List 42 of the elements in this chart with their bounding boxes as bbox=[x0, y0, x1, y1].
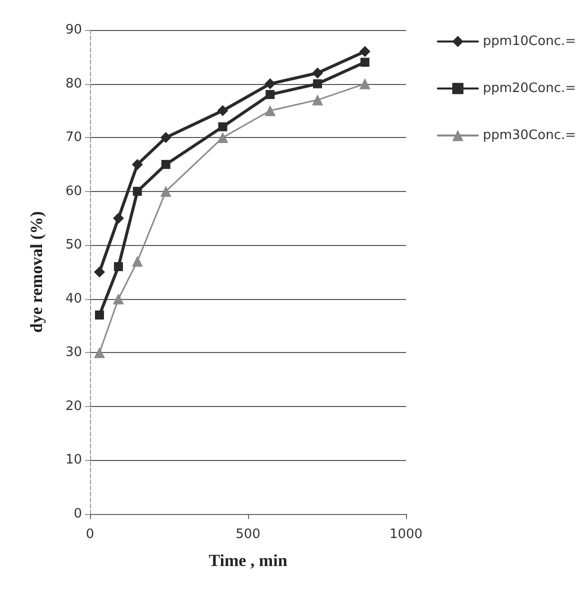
point bbox=[161, 160, 170, 169]
point bbox=[112, 212, 124, 224]
x-axis-title: Time , min bbox=[208, 551, 288, 570]
x-tick-label: 1000 bbox=[389, 527, 423, 542]
legend-label: ppm20Conc.= bbox=[482, 81, 576, 96]
point bbox=[313, 79, 322, 88]
y-tick-label: 40 bbox=[65, 291, 82, 306]
point bbox=[94, 310, 104, 320]
point bbox=[264, 105, 276, 116]
point bbox=[359, 78, 370, 90]
point bbox=[218, 122, 228, 132]
point bbox=[114, 262, 123, 272]
y-tick-label: 50 bbox=[65, 238, 82, 253]
legend-label: ppm10Conc.= bbox=[482, 34, 576, 49]
point bbox=[217, 132, 228, 144]
y-tick-label: 90 bbox=[65, 22, 82, 38]
point bbox=[359, 46, 370, 58]
y-tick-label: 0 bbox=[74, 506, 82, 522]
point bbox=[132, 256, 143, 267]
point bbox=[312, 68, 324, 79]
point bbox=[112, 293, 124, 304]
y-tick-label: 30 bbox=[65, 345, 82, 360]
y-tick-label: 20 bbox=[65, 398, 82, 414]
y-tick-label: 10 bbox=[65, 452, 82, 468]
point bbox=[160, 132, 172, 144]
y-tick-label: 70 bbox=[65, 130, 82, 146]
point bbox=[360, 58, 370, 67]
point bbox=[266, 90, 275, 100]
point bbox=[160, 186, 172, 197]
y-axis-title: dye removal (%) bbox=[27, 211, 46, 333]
point bbox=[312, 94, 324, 106]
legend-label: ppm30Conc.= bbox=[482, 128, 576, 143]
point bbox=[217, 105, 228, 116]
point bbox=[264, 78, 276, 90]
y-tick-label: 80 bbox=[65, 76, 82, 92]
y-tick-label: 60 bbox=[65, 184, 82, 199]
point bbox=[94, 266, 105, 278]
x-tick-label: 0 bbox=[86, 527, 94, 542]
point bbox=[94, 347, 105, 358]
point bbox=[132, 158, 143, 170]
x-tick-label: 500 bbox=[236, 527, 260, 542]
point bbox=[132, 186, 142, 196]
